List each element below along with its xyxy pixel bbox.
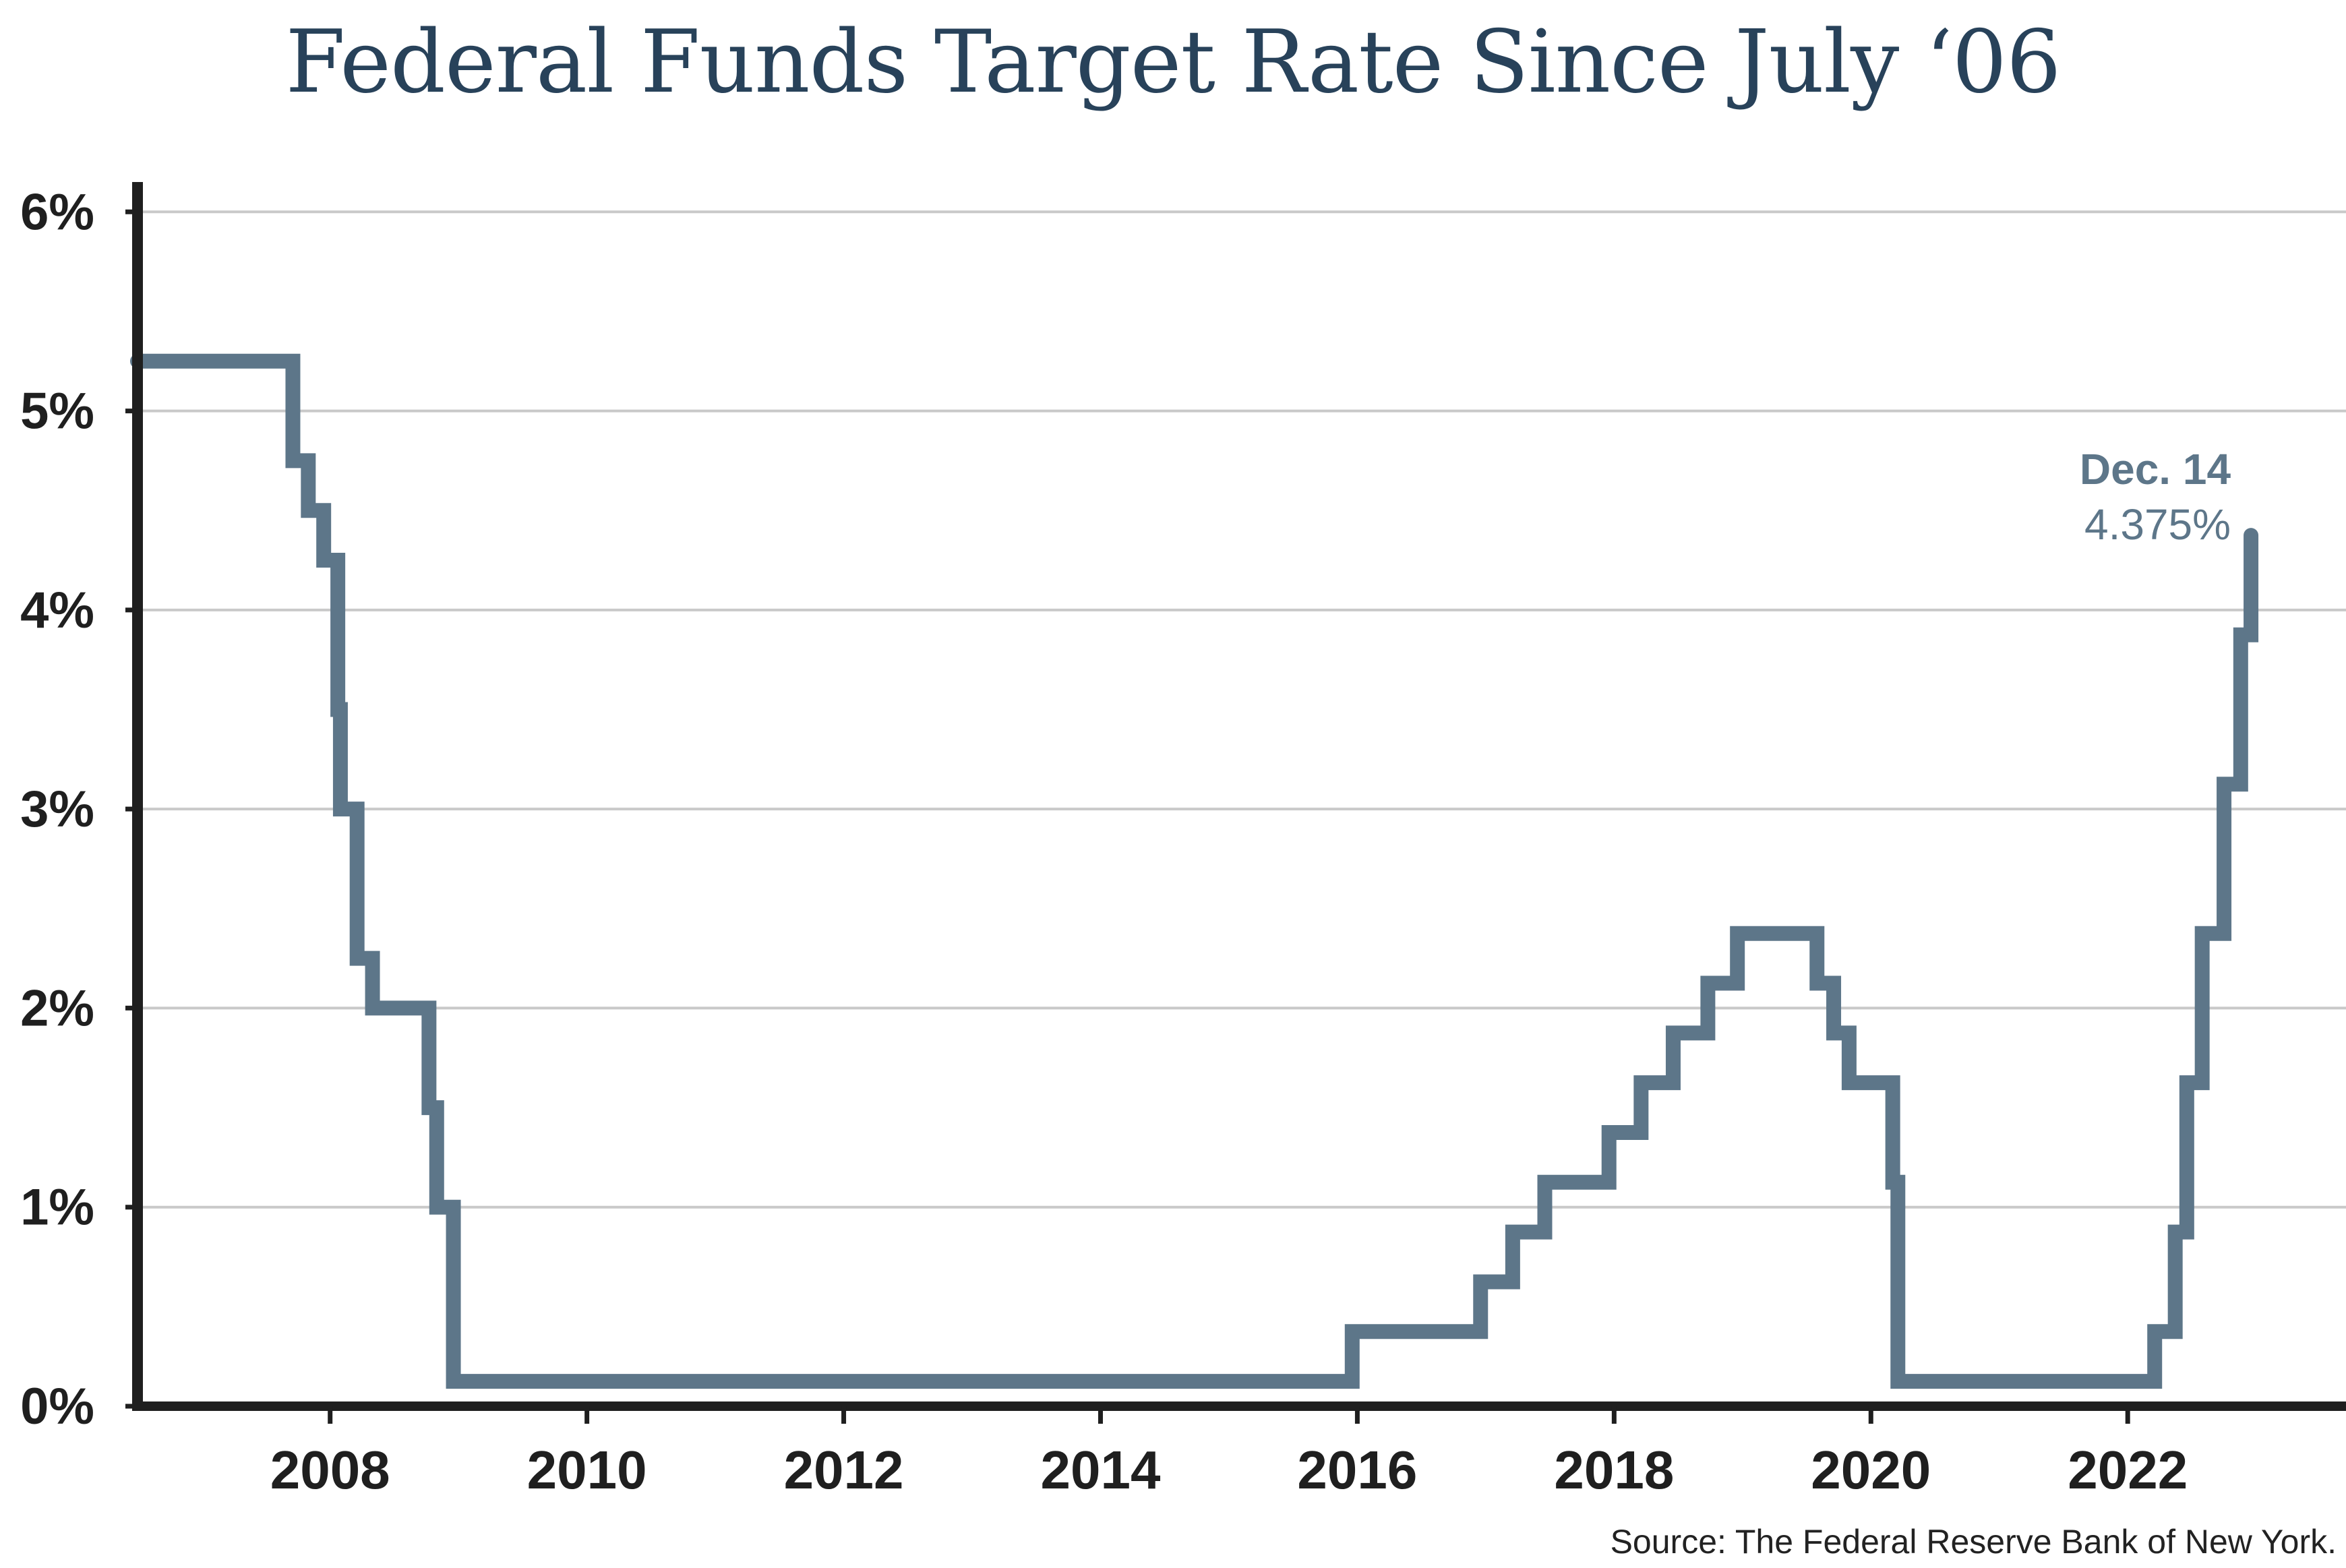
annotation: Dec. 14 4.375% [2080, 445, 2231, 549]
x-tick-label: 2008 [270, 1440, 390, 1500]
axes [132, 182, 2346, 1411]
y-tick-label: 1% [20, 1179, 94, 1236]
y-tick-label: 5% [20, 383, 94, 440]
rate-step-line [130, 353, 2259, 1389]
source-note: Source: The Federal Reserve Bank of New … [1610, 1523, 2337, 1561]
y-tick-label: 0% [20, 1378, 94, 1435]
x-tick-label: 2014 [1041, 1440, 1161, 1500]
x-tick-label: 2022 [2068, 1440, 2188, 1500]
x-tick-label: 2012 [784, 1440, 904, 1500]
x-tick-label: 2020 [1811, 1440, 1931, 1500]
y-tick-label: 6% [20, 183, 94, 241]
annotation-value: 4.375% [2084, 500, 2231, 549]
x-axis-ticks: 2008 2010 2012 2014 2016 2018 2020 2022 [270, 1406, 2188, 1500]
annotation-date: Dec. 14 [2080, 445, 2231, 493]
y-tick-label: 3% [20, 781, 94, 838]
x-tick-label: 2010 [527, 1440, 647, 1500]
x-tick-label: 2018 [1554, 1440, 1674, 1500]
y-tick-label: 4% [20, 582, 94, 639]
chart-title: Federal Funds Target Rate Since July ‘06 [285, 12, 2061, 113]
y-axis-ticks: 0% 1% 2% 3% 4% 5% 6% [20, 183, 138, 1435]
x-tick-label: 2016 [1297, 1440, 1417, 1500]
y-tick-label: 2% [20, 979, 94, 1037]
series-layer [130, 353, 2259, 1389]
grid-lines [138, 210, 2346, 1209]
